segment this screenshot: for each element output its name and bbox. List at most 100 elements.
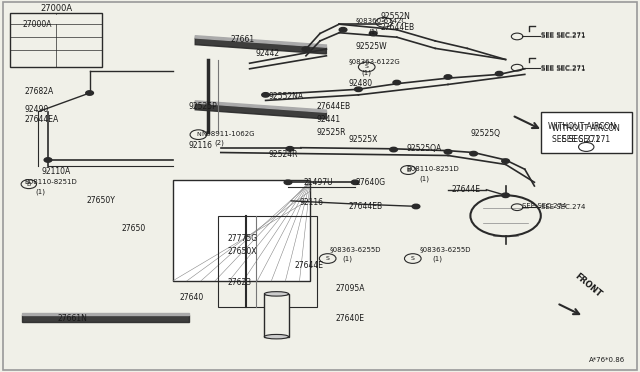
Text: 92525R: 92525R: [317, 128, 346, 137]
Text: WITHOUT AIRCON: WITHOUT AIRCON: [548, 122, 616, 131]
Text: 27661N: 27661N: [58, 314, 88, 323]
Text: §08363-6122G: §08363-6122G: [349, 58, 401, 64]
Text: N08911-1062G: N08911-1062G: [202, 131, 255, 137]
Text: SEE SEC.271: SEE SEC.271: [541, 65, 586, 71]
Polygon shape: [22, 313, 189, 315]
Circle shape: [302, 47, 310, 51]
Polygon shape: [195, 103, 326, 119]
Circle shape: [351, 180, 359, 185]
Text: (1): (1): [368, 28, 378, 35]
Text: 27640G: 27640G: [355, 178, 385, 187]
Circle shape: [339, 28, 347, 32]
Text: SEE SEC.274: SEE SEC.274: [522, 203, 566, 209]
Text: (1): (1): [342, 255, 353, 262]
Text: 27650X: 27650X: [227, 247, 257, 256]
Text: 92116: 92116: [189, 141, 212, 150]
Text: 27640E: 27640E: [336, 314, 365, 323]
Circle shape: [284, 180, 292, 185]
Text: 27644EA: 27644EA: [24, 115, 59, 124]
Text: 92524R: 92524R: [269, 150, 298, 159]
Text: SEE SEC.271: SEE SEC.271: [541, 33, 586, 39]
Ellipse shape: [264, 292, 289, 296]
Text: 92116: 92116: [300, 198, 324, 207]
Circle shape: [355, 87, 362, 92]
Text: 92110A: 92110A: [42, 167, 71, 176]
Circle shape: [86, 91, 93, 95]
Text: (1): (1): [35, 188, 45, 195]
Ellipse shape: [264, 334, 289, 339]
Text: 92525QA: 92525QA: [406, 144, 442, 153]
Text: 92442: 92442: [256, 49, 280, 58]
Circle shape: [393, 80, 401, 85]
Text: 92552N: 92552N: [381, 12, 411, 21]
Text: §08363-6255D: §08363-6255D: [419, 246, 470, 252]
Circle shape: [412, 204, 420, 209]
Circle shape: [444, 150, 452, 154]
Circle shape: [44, 158, 52, 162]
Text: 27644EB: 27644EB: [317, 102, 351, 110]
Text: (2): (2): [214, 140, 224, 147]
Text: SEE SEC.274: SEE SEC.274: [541, 204, 585, 210]
Circle shape: [444, 75, 452, 79]
Text: S: S: [411, 256, 415, 261]
Text: 92480: 92480: [349, 79, 373, 88]
Text: SEE SEC.271: SEE SEC.271: [562, 135, 611, 144]
Polygon shape: [195, 101, 326, 112]
Circle shape: [502, 193, 509, 198]
Text: 27623: 27623: [227, 278, 252, 287]
Text: A*76*0.86: A*76*0.86: [589, 357, 625, 363]
Text: 92525P: 92525P: [189, 102, 218, 110]
Text: 27644E: 27644E: [294, 262, 323, 270]
Text: §08360-6142C: §08360-6142C: [355, 17, 406, 23]
Text: S: S: [382, 20, 386, 25]
Text: 27650: 27650: [122, 224, 146, 233]
Text: 27000A: 27000A: [22, 20, 52, 29]
Text: 27000A: 27000A: [40, 4, 72, 13]
Text: SEE SEC.271: SEE SEC.271: [541, 66, 586, 72]
Text: 27640: 27640: [179, 293, 204, 302]
Text: 92525W: 92525W: [355, 42, 387, 51]
Text: N: N: [196, 132, 201, 137]
Circle shape: [502, 159, 509, 163]
Text: 27644EB: 27644EB: [381, 23, 415, 32]
Text: 27682A: 27682A: [24, 87, 54, 96]
Circle shape: [495, 71, 503, 76]
Text: 92441: 92441: [317, 115, 341, 124]
Text: SEE SEC.271: SEE SEC.271: [552, 135, 600, 144]
Text: S: S: [365, 64, 369, 70]
Text: WITHOUT AIRCON: WITHOUT AIRCON: [552, 124, 620, 133]
Text: 92490: 92490: [24, 105, 49, 114]
Text: 27095A: 27095A: [336, 284, 365, 293]
Text: FRONT: FRONT: [573, 272, 603, 299]
Text: S: S: [326, 256, 330, 261]
Text: §08363-6255D: §08363-6255D: [330, 246, 381, 252]
Text: B: B: [406, 167, 410, 173]
Text: 27650Y: 27650Y: [86, 196, 115, 205]
Text: B08110-8251D: B08110-8251D: [24, 179, 77, 185]
Bar: [541, 112, 632, 153]
Text: 27644E: 27644E: [451, 185, 480, 194]
Text: 27644EB: 27644EB: [349, 202, 383, 211]
Text: B: B: [27, 182, 31, 187]
Polygon shape: [195, 36, 326, 47]
Circle shape: [470, 151, 477, 156]
Text: SEE SEC.271: SEE SEC.271: [541, 32, 586, 38]
Text: 21497U: 21497U: [304, 178, 333, 187]
Circle shape: [262, 93, 269, 97]
Polygon shape: [195, 38, 326, 54]
Text: (1): (1): [432, 255, 442, 262]
Bar: [264, 294, 289, 337]
Bar: [173, 180, 310, 281]
Text: 92552NA: 92552NA: [269, 92, 304, 101]
Text: 92525X: 92525X: [349, 135, 378, 144]
Circle shape: [369, 31, 377, 36]
Text: B08110-8251D: B08110-8251D: [406, 166, 459, 172]
Text: (1): (1): [419, 175, 429, 182]
Bar: [10, 13, 102, 67]
Text: 27661: 27661: [230, 35, 255, 44]
Text: 27775G: 27775G: [227, 234, 257, 243]
Circle shape: [390, 147, 397, 152]
Circle shape: [286, 147, 294, 151]
Text: (1): (1): [362, 69, 372, 76]
Polygon shape: [22, 315, 189, 322]
